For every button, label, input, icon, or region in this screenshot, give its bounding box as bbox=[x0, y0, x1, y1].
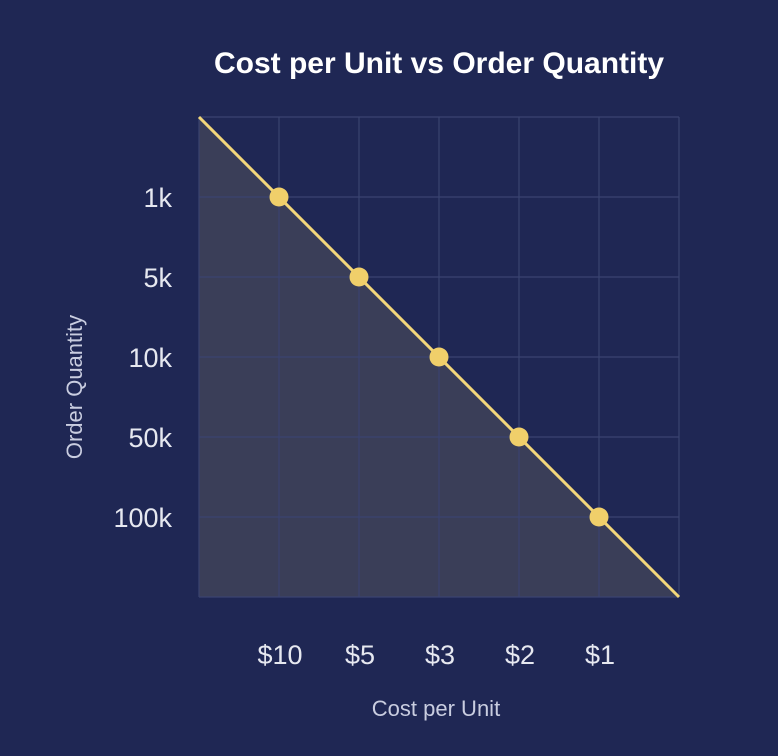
y-tick-label: 5k bbox=[143, 263, 172, 293]
x-axis-label: Cost per Unit bbox=[372, 696, 500, 721]
data-points bbox=[269, 187, 609, 527]
data-point bbox=[429, 347, 449, 367]
y-tick-label: 100k bbox=[113, 503, 172, 533]
data-point bbox=[589, 507, 609, 527]
x-tick-label: $5 bbox=[345, 640, 375, 670]
y-tick-label: 1k bbox=[143, 183, 172, 213]
chart-title: Cost per Unit vs Order Quantity bbox=[214, 47, 664, 80]
x-tick-label: $3 bbox=[425, 640, 455, 670]
data-point bbox=[509, 427, 529, 447]
x-tick-label: $10 bbox=[257, 640, 302, 670]
gridlines bbox=[198, 116, 680, 598]
y-tick-label: 50k bbox=[128, 423, 172, 453]
y-axis-ticks: 1k 5k 10k 50k 100k bbox=[113, 183, 172, 533]
x-tick-label: $2 bbox=[505, 640, 535, 670]
y-axis-label: Order Quantity bbox=[62, 315, 87, 459]
x-axis-ticks: $10 $5 $3 $2 $1 bbox=[257, 640, 615, 670]
data-point bbox=[349, 267, 369, 287]
data-point bbox=[269, 187, 289, 207]
x-tick-label: $1 bbox=[585, 640, 615, 670]
y-tick-label: 10k bbox=[128, 343, 172, 373]
